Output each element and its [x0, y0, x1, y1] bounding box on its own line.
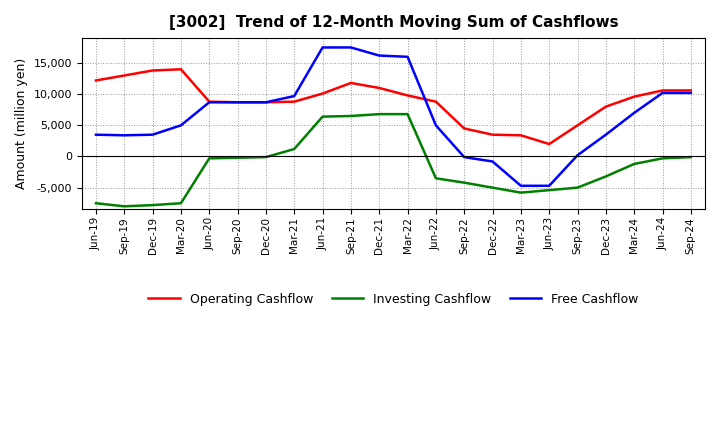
Investing Cashflow: [460, 180, 469, 185]
Free Cashflow: [375, 53, 384, 58]
Investing Cashflow: [601, 174, 610, 179]
Operating Cashflow: [261, 99, 270, 105]
Investing Cashflow: [176, 201, 185, 206]
Investing Cashflow: [516, 190, 525, 195]
Free Cashflow: [346, 45, 355, 50]
Operating Cashflow: [148, 68, 157, 73]
Investing Cashflow: [573, 185, 582, 190]
Operating Cashflow: [205, 99, 214, 104]
Operating Cashflow: [686, 88, 695, 93]
Investing Cashflow: [375, 111, 384, 117]
Legend: Operating Cashflow, Investing Cashflow, Free Cashflow: Operating Cashflow, Investing Cashflow, …: [143, 288, 644, 311]
Free Cashflow: [318, 45, 327, 50]
Investing Cashflow: [233, 155, 242, 160]
Operating Cashflow: [545, 141, 554, 147]
Free Cashflow: [630, 110, 639, 116]
Investing Cashflow: [431, 176, 440, 181]
Investing Cashflow: [148, 202, 157, 208]
Free Cashflow: [545, 183, 554, 188]
Investing Cashflow: [120, 204, 129, 209]
Operating Cashflow: [431, 99, 440, 104]
Operating Cashflow: [91, 78, 100, 83]
Free Cashflow: [120, 133, 129, 138]
Free Cashflow: [290, 93, 299, 99]
Free Cashflow: [91, 132, 100, 137]
Operating Cashflow: [601, 104, 610, 109]
Operating Cashflow: [658, 88, 667, 93]
Operating Cashflow: [176, 66, 185, 72]
Free Cashflow: [573, 153, 582, 158]
Free Cashflow: [686, 90, 695, 95]
Investing Cashflow: [658, 156, 667, 161]
Investing Cashflow: [91, 201, 100, 206]
Investing Cashflow: [686, 154, 695, 160]
Operating Cashflow: [488, 132, 497, 137]
Investing Cashflow: [545, 187, 554, 193]
Free Cashflow: [431, 123, 440, 128]
Free Cashflow: [148, 132, 157, 137]
Operating Cashflow: [346, 81, 355, 86]
Operating Cashflow: [233, 99, 242, 105]
Operating Cashflow: [460, 126, 469, 131]
Line: Free Cashflow: Free Cashflow: [96, 48, 690, 186]
Free Cashflow: [488, 159, 497, 164]
Operating Cashflow: [403, 93, 412, 98]
Free Cashflow: [601, 132, 610, 137]
Free Cashflow: [460, 154, 469, 160]
Investing Cashflow: [346, 114, 355, 119]
Investing Cashflow: [205, 156, 214, 161]
Operating Cashflow: [516, 133, 525, 138]
Operating Cashflow: [318, 91, 327, 96]
Operating Cashflow: [375, 85, 384, 91]
Free Cashflow: [403, 54, 412, 59]
Free Cashflow: [205, 99, 214, 105]
Free Cashflow: [516, 183, 525, 188]
Investing Cashflow: [488, 185, 497, 190]
Investing Cashflow: [630, 161, 639, 167]
Free Cashflow: [233, 99, 242, 105]
Operating Cashflow: [290, 99, 299, 104]
Investing Cashflow: [403, 111, 412, 117]
Y-axis label: Amount (million yen): Amount (million yen): [15, 58, 28, 189]
Investing Cashflow: [261, 154, 270, 160]
Title: [3002]  Trend of 12-Month Moving Sum of Cashflows: [3002] Trend of 12-Month Moving Sum of C…: [168, 15, 618, 30]
Investing Cashflow: [318, 114, 327, 119]
Line: Operating Cashflow: Operating Cashflow: [96, 69, 690, 144]
Line: Investing Cashflow: Investing Cashflow: [96, 114, 690, 206]
Operating Cashflow: [573, 123, 582, 128]
Operating Cashflow: [630, 94, 639, 99]
Free Cashflow: [261, 99, 270, 105]
Investing Cashflow: [290, 147, 299, 152]
Operating Cashflow: [120, 73, 129, 78]
Free Cashflow: [176, 123, 185, 128]
Free Cashflow: [658, 90, 667, 95]
